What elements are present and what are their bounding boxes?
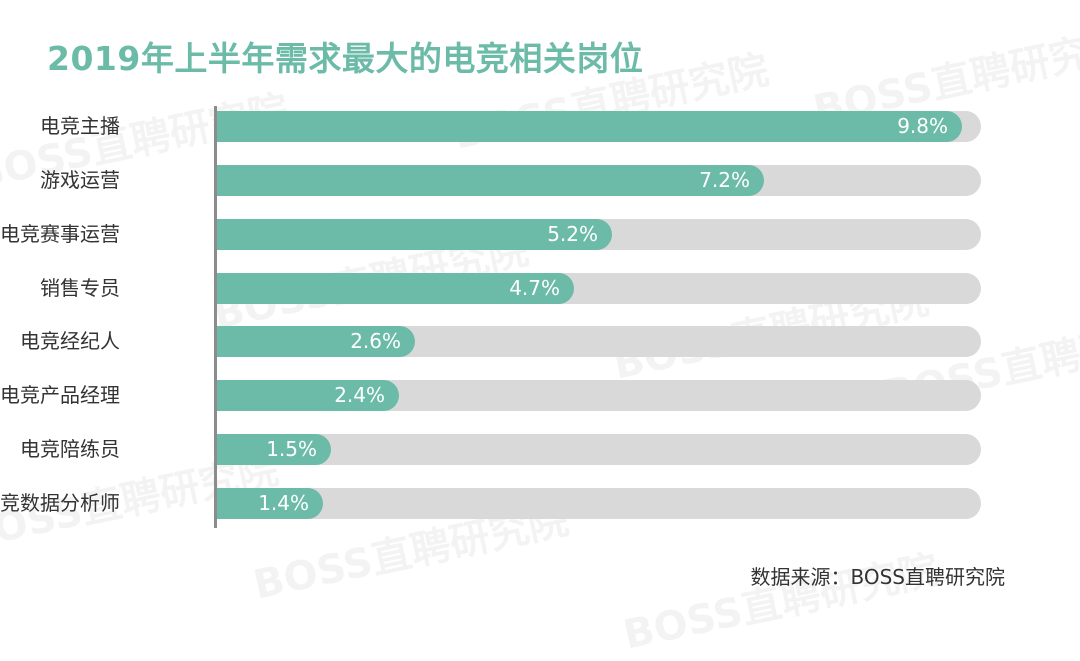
bar-row: 电竞主播 9.8% (0, 111, 1000, 142)
value-label: 1.5% (266, 437, 317, 461)
value-label: 4.7% (509, 276, 560, 300)
bar (217, 488, 323, 519)
bar-track (217, 434, 981, 465)
bar-row: 电竞产品经理 2.4% (0, 380, 1000, 411)
bar-row: 游戏运营 7.2% (0, 165, 1000, 196)
category-label: 游戏运营 (40, 168, 120, 192)
category-label: 销售专员 (40, 276, 120, 300)
value-label: 2.4% (334, 383, 385, 407)
value-label: 7.2% (699, 168, 750, 192)
bar-row: 电竞陪练员 1.5% (0, 434, 1000, 465)
bar (217, 219, 612, 250)
category-label: 电竞赛事运营 (0, 222, 120, 246)
category-label: 电竞经纪人 (20, 329, 120, 353)
bar-row: 电竞赛事运营 5.2% (0, 219, 1000, 250)
bar (217, 326, 415, 357)
y-axis-line (214, 106, 217, 528)
category-label: 电竞产品经理 (0, 383, 120, 407)
bar-row: 电竞数据分析师 1.4% (0, 488, 1000, 519)
category-label: 电竞主播 (40, 114, 120, 138)
value-label: 9.8% (897, 114, 948, 138)
chart-title: 2019年上半年需求最大的电竞相关岗位 (47, 39, 644, 78)
bar (217, 273, 574, 304)
watermark-text: BOSS直聘研究院 (617, 537, 943, 660)
category-label: 电竞陪练员 (20, 437, 120, 461)
value-label: 5.2% (547, 222, 598, 246)
bar (217, 111, 962, 142)
bar-track (217, 488, 981, 519)
category-label: 电竞数据分析师 (0, 491, 120, 515)
bar-row: 销售专员 4.7% (0, 273, 1000, 304)
bar (217, 380, 399, 411)
bar (217, 434, 331, 465)
bar-row: 电竞经纪人 2.6% (0, 326, 1000, 357)
bar (217, 165, 764, 196)
value-label: 2.6% (350, 329, 401, 353)
data-source-note: 数据来源：BOSS直聘研究院 (750, 565, 1005, 589)
value-label: 1.4% (258, 491, 309, 515)
